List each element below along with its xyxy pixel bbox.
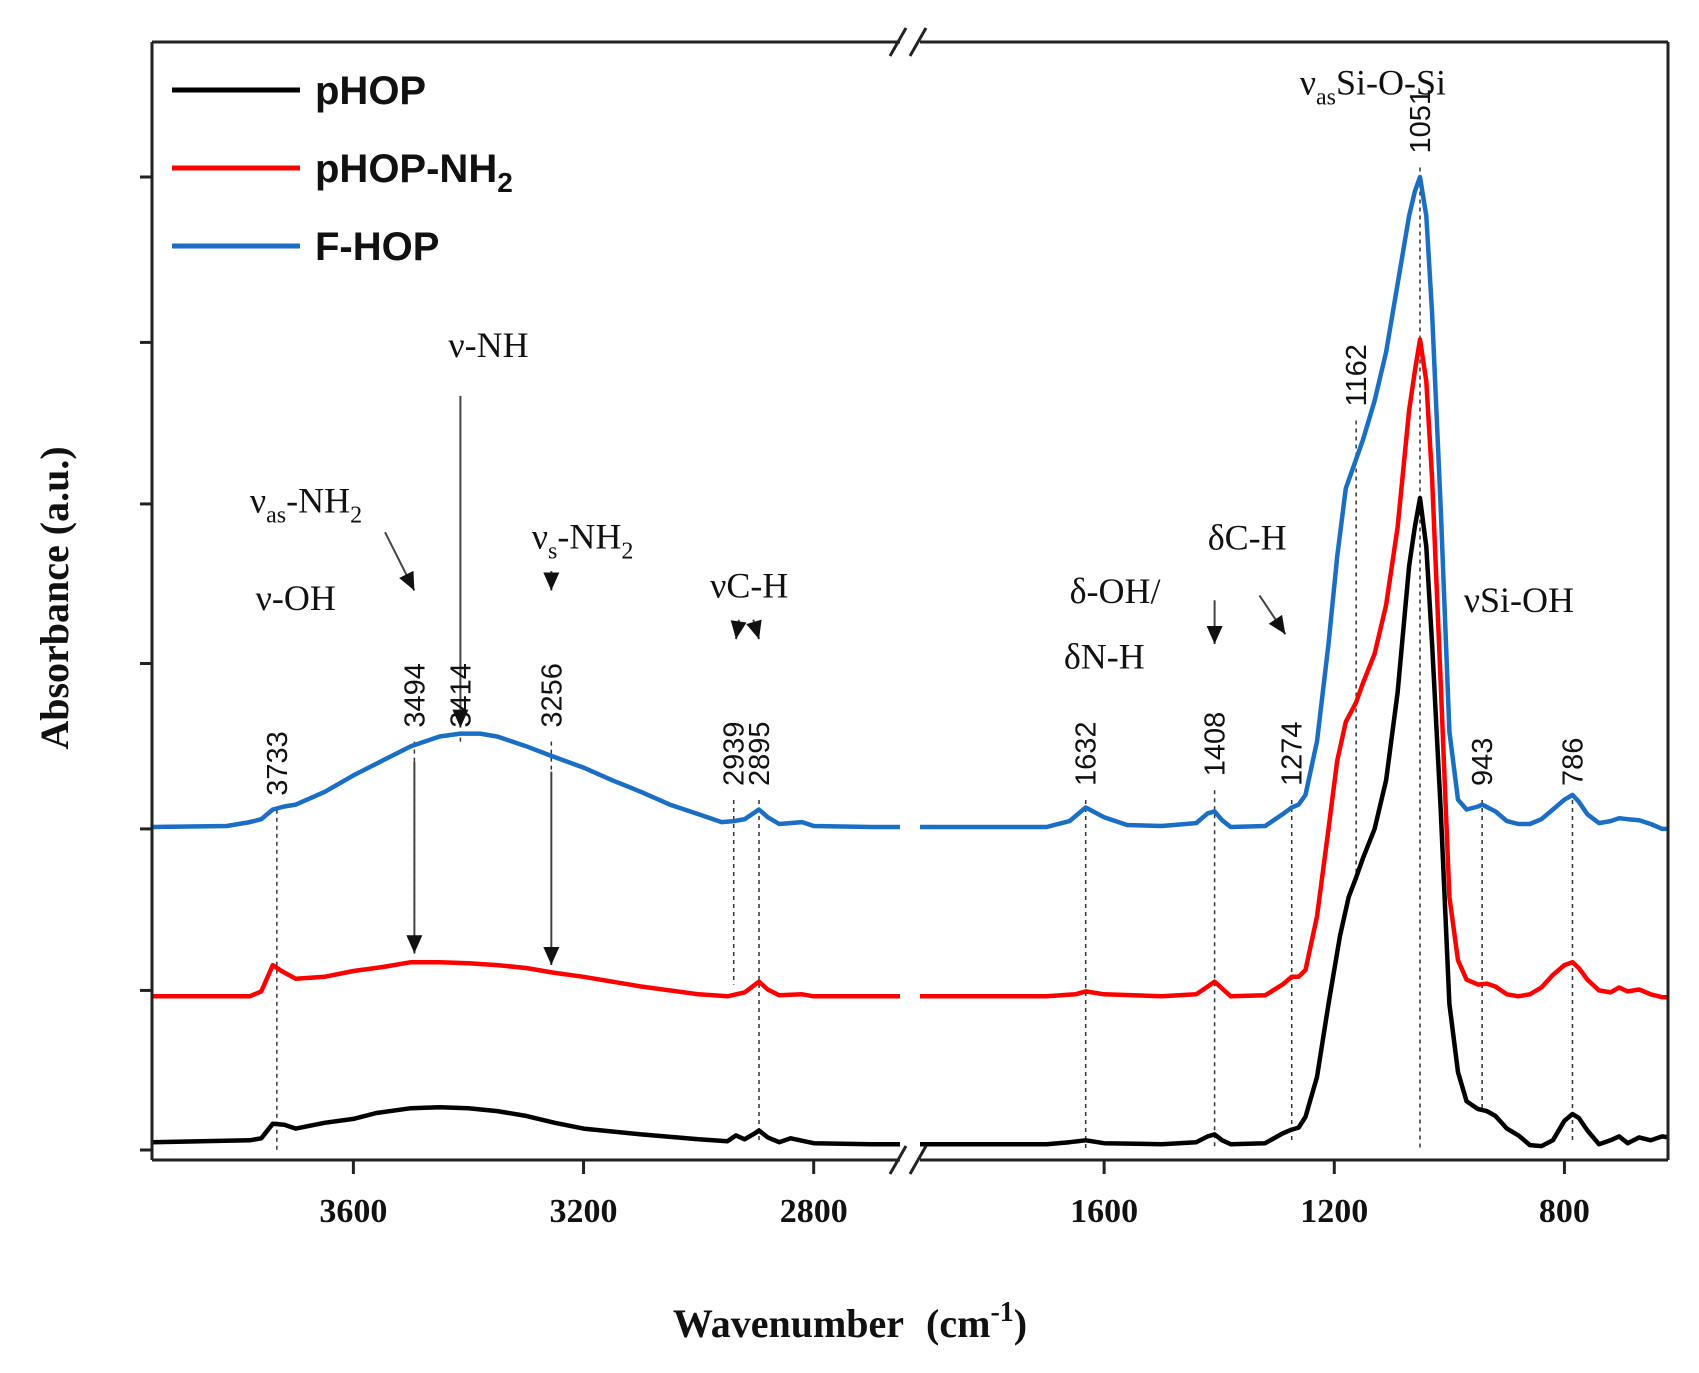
x-tick-label: 3200 [550, 1193, 618, 1230]
y-axis-title: Absorbance (a.u.) [32, 446, 77, 749]
peak-label-1632: 1632 [1071, 721, 1103, 786]
arrow-dch-1-head [1206, 626, 1223, 645]
mode-annotation: ν-NH [448, 325, 528, 365]
mode-annotation: νSi-OH [1464, 580, 1574, 620]
x-tick-labels: 3600 3200 2800 1600 1200 800 [319, 1193, 1590, 1230]
arrow-nus-nh2-red-head [543, 946, 560, 965]
series-line-phop-nh-part2 [920, 337, 1668, 1000]
mode-annotation: ν-OH [256, 578, 336, 618]
peak-label-3414: 3414 [445, 663, 477, 728]
peak-label-786: 786 [1557, 738, 1589, 786]
arrow-dch-2-head [1268, 614, 1286, 635]
legend-label: F-HOP [315, 225, 439, 269]
mode-annotation-sub: s [548, 539, 557, 565]
series-line-phop-part2 [920, 495, 1669, 1149]
axis-break-mark [908, 27, 928, 57]
legend-label: pHOP-NH2 [315, 147, 513, 198]
mode-annotation-main: ν [1300, 62, 1316, 102]
mode-annotation-main: νC-H [710, 565, 788, 605]
peak-label-1051: 1051 [1405, 89, 1437, 154]
x-tick-label: 800 [1539, 1193, 1590, 1230]
annotation-arrows [384, 395, 1287, 965]
mode-annotation-rest: -NH [557, 517, 621, 557]
mode-annotation: δN-H [1064, 636, 1145, 676]
x-axis-title: Wavenumber (cm-1) [673, 1297, 1027, 1346]
x-axis-title-close: ) [1014, 1301, 1027, 1346]
arrow-nu-nh-head [452, 709, 469, 728]
legend-label-main: F-HOP [315, 225, 439, 269]
peak-label-2939: 2939 [719, 721, 751, 786]
peak-label-3733: 3733 [262, 731, 294, 796]
mode-annotation-sub2: 2 [621, 539, 633, 565]
mode-annotation: νasSi-O-Si [1300, 62, 1446, 110]
axes-frame [140, 27, 1670, 1175]
axis-break-mark [908, 1145, 928, 1175]
arrow-nuch-1-head [730, 620, 747, 640]
mode-annotation-main: νSi-OH [1464, 580, 1574, 620]
legend-label-sub: 2 [497, 167, 513, 198]
legend-label-main: pHOP-NH [315, 147, 497, 191]
x-tick-label: 1600 [1070, 1193, 1138, 1230]
mode-annotation-main: δN-H [1064, 636, 1145, 676]
mode-annotation-rest: -NH [286, 481, 350, 521]
mode-annotation-sub: as [266, 503, 286, 529]
x-tick-label: 3600 [319, 1193, 387, 1230]
mode-annotation-main: ν [250, 481, 266, 521]
mode-annotation-main: δC-H [1208, 518, 1287, 558]
legend: pHOP pHOP-NH2 F-HOP [172, 69, 513, 269]
peak-label-1162: 1162 [1341, 344, 1373, 406]
x-tick-label: 1200 [1300, 1193, 1368, 1230]
series-line-phop-part1 [151, 1104, 900, 1147]
peak-label-943: 943 [1467, 738, 1499, 786]
mode-annotation: νas-NH2 [250, 481, 362, 529]
arrow-nus-nh2-head [543, 572, 560, 591]
mode-annotation-sub: as [1316, 84, 1336, 110]
mode-annotation-rest: Si-O-Si [1336, 62, 1446, 102]
series-line-f-hop-part2 [920, 174, 1668, 832]
peak-label-1408: 1408 [1200, 712, 1232, 777]
mode-annotation: νs-NH2 [532, 517, 634, 565]
mode-annotation-sub2: 2 [350, 503, 362, 529]
axis-break-mark [888, 27, 908, 57]
x-axis-title-main: Wavenumber [673, 1301, 904, 1346]
peak-label-3494: 3494 [399, 663, 431, 728]
peak-label-1274: 1274 [1277, 721, 1309, 786]
arrow-nuas-nh2-red-head [406, 935, 423, 954]
mode-annotation: νC-H [710, 565, 788, 605]
series-line-f-hop-part1 [151, 731, 900, 830]
x-axis-title-unit: (cm [926, 1301, 990, 1346]
arrow-nuch-2-head [746, 619, 762, 640]
x-axis-title-exp: -1 [990, 1297, 1013, 1328]
arrow-nuas-nh2-head [399, 570, 415, 591]
mode-annotation: δC-H [1208, 518, 1287, 558]
series-line-phop-nh-part1 [152, 959, 900, 999]
mode-annotation-main: ν-NH [448, 325, 528, 365]
legend-label: pHOP [315, 69, 426, 113]
legend-label-main: pHOP [315, 69, 426, 113]
mode-annotation-main: ν-OH [256, 578, 336, 618]
mode-annotation-main: ν [532, 517, 548, 557]
axis-break-mark [888, 1145, 908, 1175]
peak-label-3256: 3256 [536, 663, 568, 728]
peak-label-2895: 2895 [744, 721, 776, 786]
peak-guide-lines [276, 167, 1574, 1150]
mode-annotation-main: δ-OH/ [1070, 571, 1161, 611]
mode-annotation: δ-OH/ [1070, 571, 1161, 611]
x-tick-label: 2800 [780, 1193, 848, 1230]
series-lines [151, 174, 1669, 1149]
